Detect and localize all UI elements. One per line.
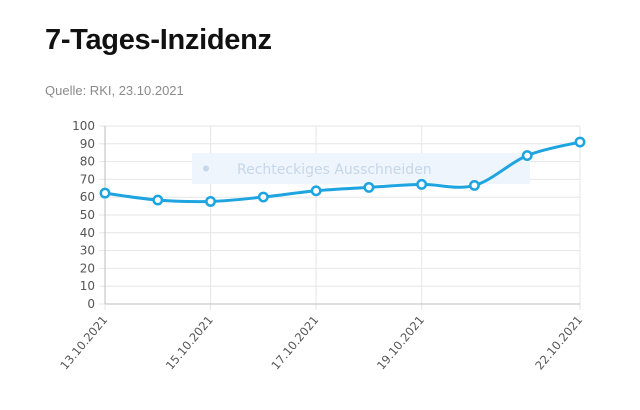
chart-title: 7-Tages-Inzidenz [45, 24, 272, 56]
x-tick-label: 13.10.2021 [57, 313, 110, 372]
y-tick-label: 0 [87, 297, 95, 311]
y-tick-label: 60 [80, 190, 95, 204]
data-point [205, 196, 217, 207]
series-layer [99, 136, 586, 207]
y-tick-label: 50 [80, 208, 95, 222]
source-note: Quelle: RKI, 23.10.2021 [45, 83, 184, 98]
data-point [521, 150, 533, 161]
y-tick-labels: 0 10 20 30 40 50 60 70 80 90 100 [72, 119, 95, 311]
y-tick-label: 30 [80, 244, 95, 258]
data-point [152, 194, 164, 206]
y-tick-label: 10 [80, 279, 95, 293]
data-point [310, 185, 322, 197]
series-line [104, 140, 581, 204]
rectangle-snip-overlay: Rechteckiges Ausschneiden [192, 153, 530, 184]
data-point [99, 187, 111, 199]
data-point [257, 191, 269, 203]
y-tick-label: 90 [80, 137, 95, 151]
x-tick-label: 15.10.2021 [163, 313, 216, 372]
x-tick-label: 22.10.2021 [532, 313, 585, 372]
x-tick-labels: 13.10.2021 15.10.2021 17.10.2021 19.10.2021… [57, 313, 585, 372]
overlay-box [192, 153, 530, 184]
y-tick-label: 20 [80, 261, 95, 275]
y-tick-label: 100 [72, 119, 95, 133]
data-point [468, 180, 480, 191]
x-tick-label: 19.10.2021 [374, 313, 427, 372]
y-tick-label: 40 [80, 226, 95, 240]
y-tick-label: 80 [80, 155, 95, 169]
overlay-dot-icon [203, 165, 209, 172]
y-tick-label: 70 [80, 172, 95, 186]
data-point [363, 181, 375, 193]
overlay-text: Rechteckiges Ausschneiden [237, 162, 432, 178]
data-point [574, 136, 586, 148]
data-point [416, 178, 428, 190]
x-tick-label: 17.10.2021 [268, 313, 321, 372]
